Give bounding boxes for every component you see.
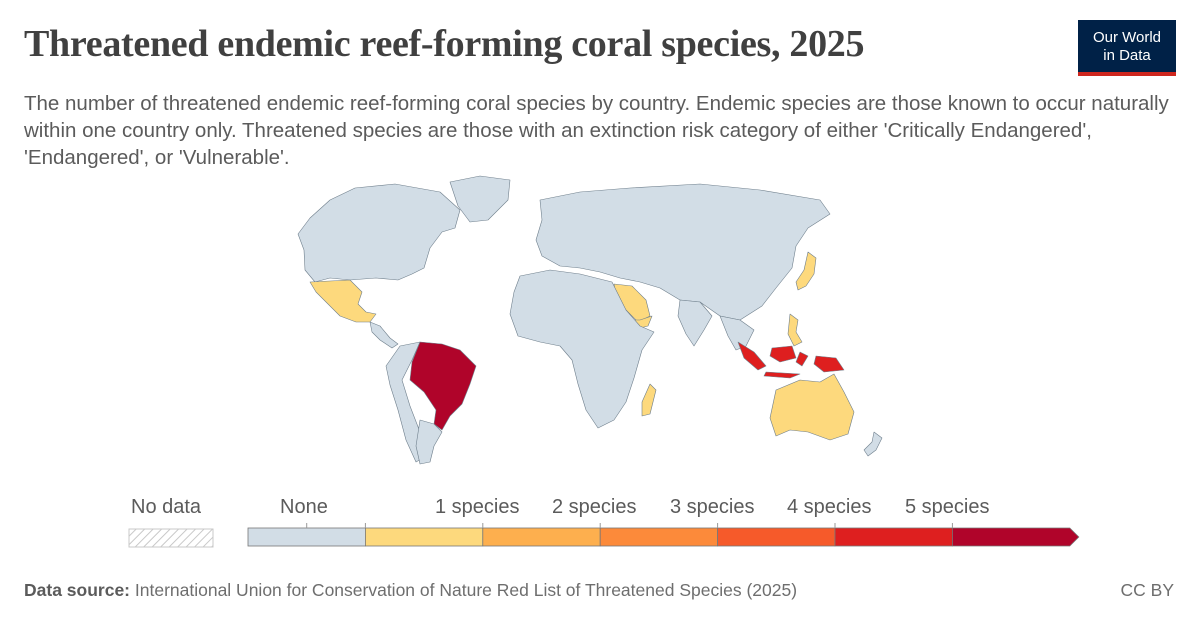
owid-logo[interactable]: Our World in Data [1078, 20, 1176, 76]
country-japan[interactable] [795, 251, 817, 291]
country-indonesia[interactable] [737, 341, 845, 379]
country-central-america[interactable] [369, 321, 399, 349]
data-source: Data source: International Union for Con… [24, 580, 797, 601]
legend-bin-6[interactable] [952, 527, 1080, 547]
legend-bin-5[interactable] [834, 527, 953, 547]
logo-line-2: in Data [1103, 47, 1151, 64]
legend-label-5: 5 species [905, 496, 990, 518]
country-greenland[interactable] [449, 175, 511, 223]
country-madagascar[interactable] [641, 383, 657, 417]
country-africa[interactable] [509, 269, 655, 429]
legend-label-3: 3 species [670, 496, 755, 518]
source-label: Data source: [24, 580, 131, 600]
logo-line-1: Our World [1092, 29, 1162, 46]
legend-bin-4[interactable] [717, 527, 836, 547]
world-map [297, 175, 883, 465]
legend-color-bar [247, 523, 1080, 547]
country-southeast-asia[interactable] [719, 315, 755, 351]
country-mexico[interactable] [309, 279, 377, 323]
country-australia[interactable] [769, 373, 855, 441]
legend-label-none: None [280, 496, 328, 518]
legend-label-2: 2 species [552, 496, 637, 518]
legend-label-4: 4 species [787, 496, 872, 518]
source-text[interactable]: International Union for Conservation of … [130, 580, 798, 600]
country-brazil[interactable] [409, 341, 477, 431]
country-philippines[interactable] [787, 313, 803, 347]
map-legend: No data None 1 species 2 species 3 speci… [0, 490, 1200, 560]
legend-bin-3[interactable] [599, 527, 719, 547]
license[interactable]: CC BY [1120, 580, 1174, 600]
country-canada-usa[interactable] [297, 183, 461, 283]
legend-no-data-swatch [128, 528, 214, 548]
legend-bin-1[interactable] [365, 527, 484, 547]
country-new-zealand[interactable] [863, 431, 883, 457]
chart-title: Threatened endemic reef-forming coral sp… [24, 23, 865, 65]
legend-label-1: 1 species [435, 496, 520, 518]
legend-no-data-label: No data [131, 496, 202, 518]
country-india[interactable] [677, 299, 713, 347]
legend-bin-2[interactable] [482, 527, 601, 547]
chart-subtitle: The number of threatened endemic reef-fo… [24, 92, 1169, 169]
legend-bin-0[interactable] [247, 527, 366, 547]
country-argentina[interactable] [415, 419, 443, 465]
